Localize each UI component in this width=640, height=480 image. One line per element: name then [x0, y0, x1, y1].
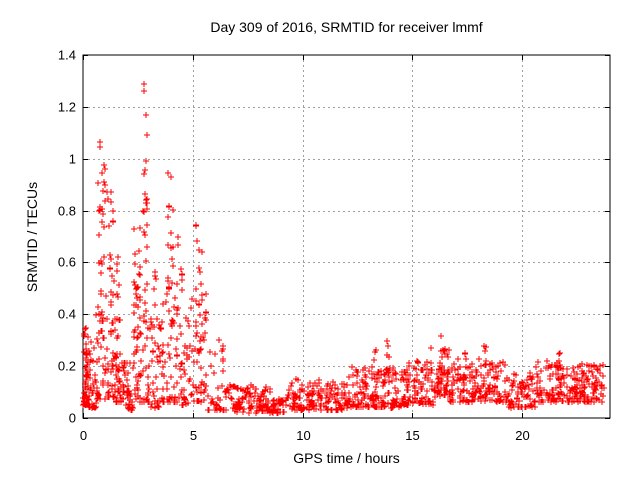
y-tick-label: 0.4: [58, 307, 76, 322]
grid-lines: [83, 55, 610, 418]
y-tick-label: 0: [69, 411, 76, 426]
chart-title: Day 309 of 2016, SRMTID for receiver lmm…: [210, 19, 483, 35]
y-tick-label: 1.2: [58, 100, 76, 115]
x-axis-label: GPS time / hours: [293, 450, 400, 466]
y-tick-label: 0.2: [58, 359, 76, 374]
tick-labels: 0 5 10 15 20 0 0.2 0.4 0.6 0.8 1 1.2 1.4: [58, 48, 530, 444]
x-tick-label: 5: [190, 428, 197, 443]
y-tick-label: 1: [69, 152, 76, 167]
plot-border: [82, 54, 611, 419]
y-tick-label: 0.8: [58, 204, 76, 219]
x-tick-label: 20: [515, 428, 529, 443]
y-tick-label: 1.4: [58, 48, 76, 63]
data-points: [79, 80, 608, 417]
x-tick-label: 15: [405, 428, 419, 443]
x-tick-label: 0: [80, 428, 87, 443]
x-tick-label: 10: [296, 428, 310, 443]
y-tick-label: 0.6: [58, 255, 76, 270]
axis-ticks: [83, 55, 610, 419]
